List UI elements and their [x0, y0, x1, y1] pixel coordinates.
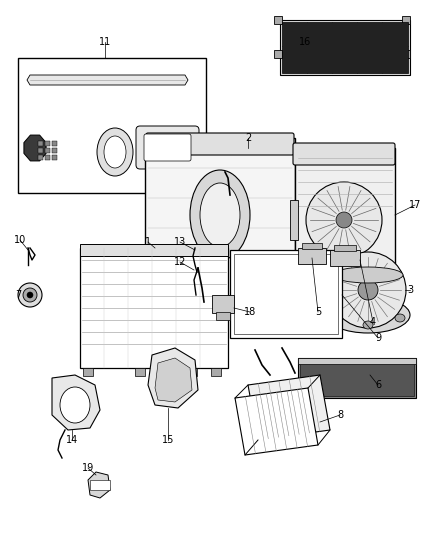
Ellipse shape — [358, 280, 378, 300]
Text: 8: 8 — [337, 410, 343, 420]
Bar — [45, 155, 50, 160]
Bar — [302, 243, 322, 249]
Polygon shape — [52, 375, 100, 430]
Polygon shape — [24, 135, 46, 161]
Bar — [402, 16, 410, 24]
Ellipse shape — [18, 283, 42, 307]
Bar — [290, 200, 298, 240]
Bar — [18, 58, 206, 193]
Ellipse shape — [27, 292, 33, 298]
Ellipse shape — [330, 252, 406, 328]
Bar — [52, 148, 57, 153]
Bar — [45, 141, 50, 146]
Bar — [38, 141, 43, 146]
FancyBboxPatch shape — [146, 133, 294, 155]
Bar — [52, 155, 57, 160]
Bar — [212, 295, 234, 313]
Bar — [298, 248, 326, 264]
FancyBboxPatch shape — [144, 134, 191, 161]
Bar — [187, 368, 197, 376]
Text: 5: 5 — [315, 307, 321, 317]
Bar — [234, 254, 338, 334]
Text: 13: 13 — [174, 237, 186, 247]
Bar — [52, 141, 57, 146]
Bar — [282, 22, 408, 73]
Text: 15: 15 — [162, 435, 174, 445]
Bar — [274, 50, 282, 58]
Ellipse shape — [395, 314, 405, 322]
Text: 11: 11 — [99, 37, 111, 47]
Bar — [334, 245, 356, 251]
Bar — [80, 248, 228, 368]
Ellipse shape — [97, 128, 133, 176]
Polygon shape — [27, 75, 188, 85]
Ellipse shape — [190, 170, 250, 260]
Bar — [210, 295, 230, 307]
Bar — [230, 250, 342, 338]
Ellipse shape — [23, 288, 37, 302]
Bar — [135, 368, 145, 376]
Ellipse shape — [336, 212, 352, 228]
Bar — [145, 138, 295, 298]
Ellipse shape — [60, 387, 90, 423]
Text: 12: 12 — [174, 257, 186, 267]
Polygon shape — [155, 358, 192, 402]
Text: 3: 3 — [407, 285, 413, 295]
Ellipse shape — [363, 321, 373, 329]
Ellipse shape — [306, 182, 382, 258]
FancyBboxPatch shape — [293, 143, 395, 165]
Text: 4: 4 — [370, 317, 376, 327]
Bar — [83, 368, 93, 376]
Polygon shape — [148, 348, 198, 408]
Bar — [295, 148, 395, 296]
Text: 9: 9 — [375, 333, 381, 343]
Bar — [45, 148, 50, 153]
Text: 14: 14 — [66, 435, 78, 445]
Ellipse shape — [330, 314, 340, 322]
Text: 7: 7 — [15, 290, 21, 300]
Ellipse shape — [333, 267, 403, 283]
Bar — [298, 358, 416, 398]
Bar — [38, 155, 43, 160]
Bar — [80, 244, 228, 256]
Bar — [211, 368, 221, 376]
Text: 16: 16 — [299, 37, 311, 47]
Polygon shape — [248, 375, 330, 440]
Bar — [330, 250, 360, 266]
FancyBboxPatch shape — [136, 126, 199, 169]
Text: 6: 6 — [375, 380, 381, 390]
Text: 19: 19 — [82, 463, 94, 473]
Bar — [402, 50, 410, 58]
Text: 2: 2 — [245, 133, 251, 143]
Text: 18: 18 — [244, 307, 256, 317]
Bar — [38, 148, 43, 153]
Bar — [90, 480, 110, 490]
Ellipse shape — [326, 297, 410, 333]
Bar — [298, 358, 416, 364]
Text: 10: 10 — [14, 235, 26, 245]
Polygon shape — [88, 472, 110, 498]
Bar — [280, 20, 410, 75]
Polygon shape — [235, 388, 318, 455]
Bar — [274, 16, 282, 24]
Ellipse shape — [200, 183, 240, 247]
Bar — [300, 360, 414, 396]
Text: 1: 1 — [145, 237, 151, 247]
Bar — [216, 312, 230, 320]
Ellipse shape — [104, 136, 126, 168]
Text: 17: 17 — [409, 200, 421, 210]
